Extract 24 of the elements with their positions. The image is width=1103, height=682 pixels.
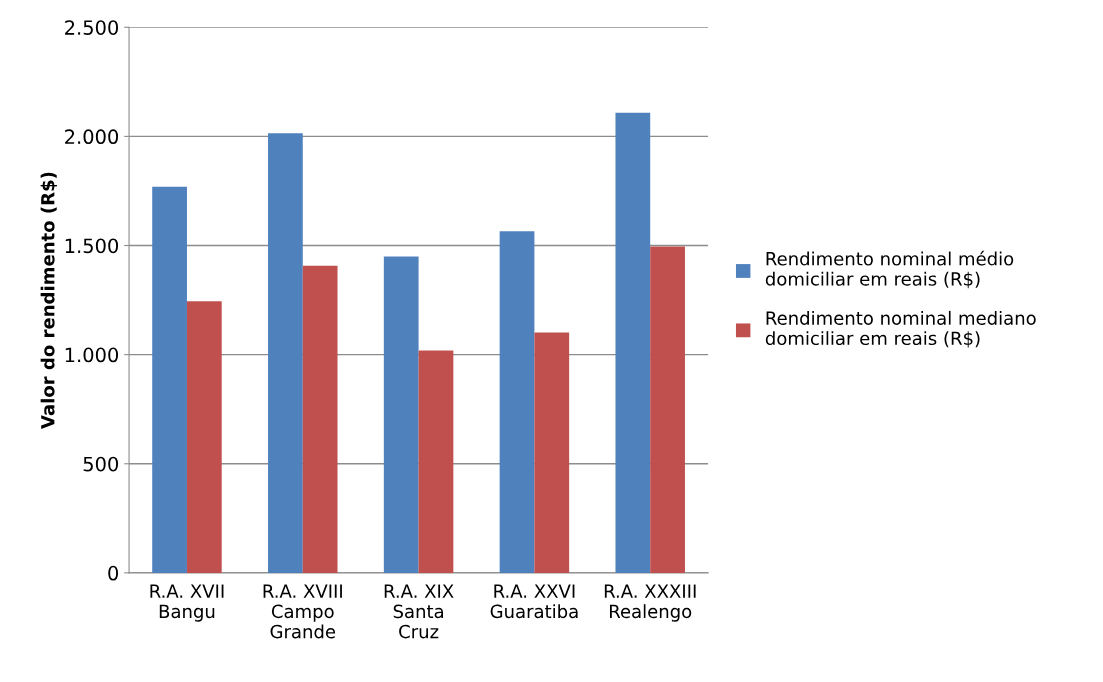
y-tick-label: 2.000 bbox=[65, 129, 119, 145]
x-tick-label: R.A. XIX Santa Cruz bbox=[384, 584, 454, 639]
bar bbox=[650, 246, 685, 573]
legend-label: Rendimento nominal médio domiciliar em reais (R$) bbox=[765, 250, 1014, 289]
y-tick-label: 1.000 bbox=[65, 347, 119, 363]
x-tick-label: R.A. XXVI Guaratiba bbox=[490, 584, 578, 619]
y-tick-label: 1.500 bbox=[65, 238, 119, 254]
legend-label: Rendimento nominal mediano domiciliar em reais (R$) bbox=[765, 310, 1036, 348]
bar bbox=[186, 301, 222, 573]
x-tick-label: R.A. XVIII Campo Grande bbox=[263, 584, 342, 639]
x-tick-label: R.A. XXXIII Realengo bbox=[604, 584, 696, 622]
bar bbox=[268, 133, 303, 573]
y-axis-title: Valor do rendimento (R$) bbox=[40, 172, 58, 429]
bar bbox=[534, 332, 570, 573]
y-tick-label: 500 bbox=[83, 456, 119, 472]
bar bbox=[383, 256, 419, 573]
bar bbox=[302, 265, 338, 573]
bar bbox=[152, 186, 187, 573]
bar bbox=[615, 112, 651, 573]
x-tick-label: R.A. XVII Bangu bbox=[150, 584, 224, 622]
y-tick-label: 0 bbox=[108, 565, 119, 581]
bar bbox=[499, 231, 535, 573]
y-tick-label: 2.500 bbox=[65, 20, 119, 35]
bar bbox=[418, 350, 454, 573]
